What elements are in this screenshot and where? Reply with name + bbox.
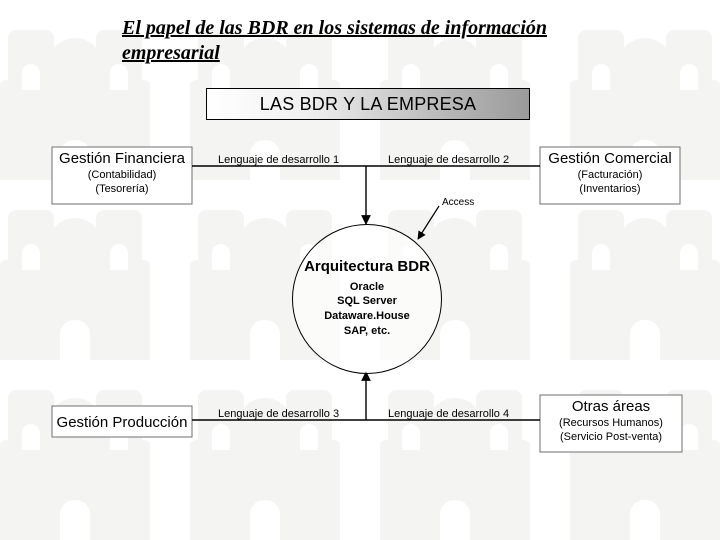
box-sub: (Contabilidad) xyxy=(52,169,192,181)
box-sub: (Inventarios) xyxy=(540,183,680,195)
center-item: SQL Server xyxy=(337,294,397,309)
box-title: Gestión Producción xyxy=(52,414,192,431)
box-sub: (Servicio Post-venta) xyxy=(540,431,682,443)
center-item: Oracle xyxy=(350,280,384,295)
box-sub: (Tesorería) xyxy=(52,183,192,195)
banner-heading: LAS BDR Y LA EMPRESA xyxy=(206,88,530,120)
box-gestion-comercial: Gestión Comercial (Facturación) (Inventa… xyxy=(540,150,680,195)
box-sub: (Recursos Humanos) xyxy=(540,417,682,429)
center-circle: Arquitectura BDR Oracle SQL Server Dataw… xyxy=(292,224,442,374)
label-lenguaje-4: Lenguaje de desarrollo 4 xyxy=(388,408,509,420)
box-gestion-financiera: Gestión Financiera (Contabilidad) (Tesor… xyxy=(52,150,192,195)
label-lenguaje-2: Lenguaje de desarrollo 2 xyxy=(388,154,509,166)
box-gestion-produccion: Gestión Producción xyxy=(52,414,192,431)
page-title: El papel de las BDR en los sistemas de i… xyxy=(122,16,642,66)
box-title: Gestión Financiera xyxy=(52,150,192,167)
center-item: Dataware.House xyxy=(324,309,410,324)
center-item: SAP, etc. xyxy=(344,324,390,339)
label-access: Access xyxy=(442,197,474,208)
center-title: Arquitectura BDR xyxy=(304,259,430,276)
label-lenguaje-3: Lenguaje de desarrollo 3 xyxy=(218,408,339,420)
label-lenguaje-1: Lenguaje de desarrollo 1 xyxy=(218,154,339,166)
box-title: Otras áreas xyxy=(540,398,682,415)
box-otras-areas: Otras áreas (Recursos Humanos) (Servicio… xyxy=(540,398,682,443)
box-title: Gestión Comercial xyxy=(540,150,680,167)
box-sub: (Facturación) xyxy=(540,169,680,181)
